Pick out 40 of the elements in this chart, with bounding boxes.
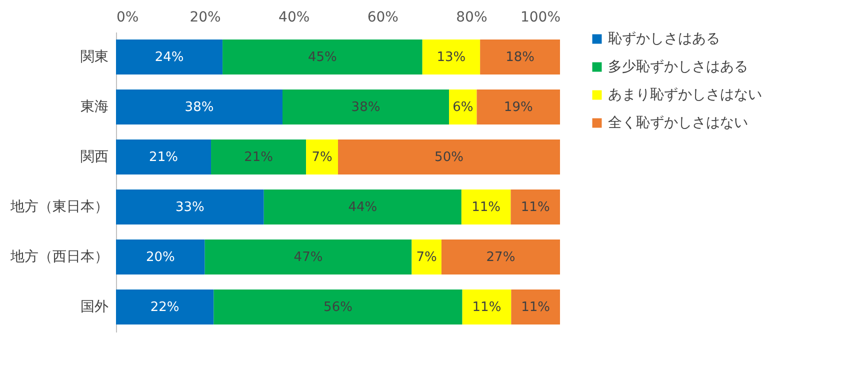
data-label: 13% — [436, 50, 466, 65]
data-label: 7% — [416, 250, 437, 265]
y-tick-label: 関西 — [80, 149, 108, 165]
data-label: 20% — [146, 250, 175, 265]
data-label: 27% — [486, 250, 516, 265]
data-label: 38% — [351, 100, 380, 115]
y-tick-label: 東海 — [80, 99, 108, 115]
x-tick-label: 60% — [367, 10, 398, 26]
data-label: 22% — [150, 300, 180, 315]
x-tick-label: 20% — [190, 10, 221, 26]
legend-label: 恥ずかしさはある — [608, 31, 720, 47]
data-label: 11% — [521, 300, 550, 315]
data-label: 11% — [472, 300, 502, 315]
data-label: 45% — [308, 50, 337, 65]
data-label: 50% — [434, 150, 464, 165]
legend-label: 全く恥ずかしさはない — [608, 115, 748, 131]
x-tick-label: 80% — [456, 10, 488, 26]
x-tick-label: 0% — [116, 10, 139, 26]
data-label: 6% — [452, 100, 474, 115]
data-label: 19% — [504, 100, 533, 115]
data-label: 21% — [244, 150, 273, 165]
y-tick-label: 地方（西日本） — [10, 249, 108, 265]
x-tick-label: 40% — [278, 10, 310, 26]
legend-label: あまり恥ずかしさはない — [608, 87, 762, 103]
data-label: 18% — [506, 50, 534, 65]
y-tick-label: 国外 — [80, 299, 108, 315]
data-label: 47% — [294, 250, 323, 265]
data-label: 11% — [472, 200, 501, 215]
x-tick-label: 100% — [520, 10, 560, 26]
data-label: 7% — [312, 150, 332, 165]
data-label: 11% — [520, 200, 550, 215]
data-label: 33% — [175, 200, 204, 215]
y-tick-label: 関東 — [80, 49, 108, 65]
legend-label: 多少恥ずかしさはある — [608, 59, 748, 75]
data-label: 38% — [184, 100, 214, 115]
data-label: 24% — [154, 50, 184, 65]
data-label: 44% — [348, 200, 378, 215]
y-tick-label: 地方（東日本） — [10, 199, 108, 215]
data-label: 56% — [324, 300, 352, 315]
data-label: 21% — [149, 150, 178, 165]
